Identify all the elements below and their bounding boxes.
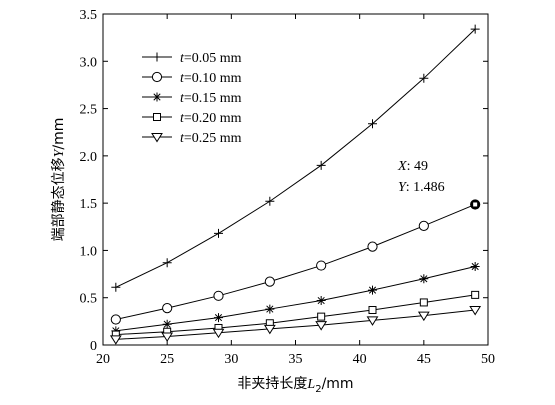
plus-marker <box>214 228 223 238</box>
star-marker <box>316 296 326 306</box>
x-tick-label: 35 <box>289 352 303 367</box>
triangle-marker <box>366 316 379 326</box>
plus-marker <box>265 196 275 206</box>
star-marker <box>162 319 172 329</box>
y-tick-label: 3.5 <box>80 8 98 23</box>
plus-marker <box>470 24 480 34</box>
x-axis-title: 非夹持长度L2/mm <box>237 376 353 395</box>
series-line <box>115 204 476 320</box>
y-axis-title: 端部静态位移Y/mm <box>51 118 67 242</box>
square-marker <box>419 298 428 307</box>
square-marker <box>471 290 480 299</box>
legend-entry: t=0.10 mm <box>142 71 242 86</box>
circle-marker <box>110 314 121 325</box>
series-layer <box>109 24 482 345</box>
plus-marker <box>111 282 121 292</box>
series-line <box>115 266 476 332</box>
triangle-marker <box>161 332 174 342</box>
star-marker <box>470 262 480 272</box>
legend-label: t=0.10 mm <box>180 71 242 86</box>
legend-entry: t=0.25 mm <box>142 131 242 146</box>
data-tip-marker-center <box>473 202 478 207</box>
legend-label: t=0.20 mm <box>180 111 242 126</box>
star-marker <box>152 92 162 102</box>
series-triangle <box>109 306 482 345</box>
y-tick-label: 1.0 <box>80 244 98 259</box>
circle-marker <box>151 71 163 83</box>
legend-label: t=0.15 mm <box>180 91 242 106</box>
data-tip-x: X: 49 <box>397 159 428 174</box>
legend-entry: t=0.05 mm <box>142 51 242 66</box>
series-star <box>111 262 480 336</box>
triangle-marker <box>315 321 328 331</box>
series-circle <box>110 199 481 325</box>
star-marker <box>265 304 275 314</box>
triangle-marker <box>109 335 122 345</box>
y-tick-label: 3.0 <box>80 55 98 70</box>
legend-entry: t=0.15 mm <box>142 91 242 106</box>
series-line <box>115 28 476 288</box>
y-tick-label: 2.5 <box>80 103 98 118</box>
x-tick-label: 40 <box>353 352 367 367</box>
star-marker <box>368 285 377 295</box>
series-line <box>115 294 476 336</box>
data-tip: X: 49 Y: 1.486 <box>397 159 445 195</box>
plus-marker <box>152 52 162 62</box>
x-tick-label: 25 <box>160 352 174 367</box>
y-tick-label: 0 <box>90 339 97 354</box>
triangle-marker <box>151 133 163 143</box>
plus-marker <box>419 73 429 83</box>
data-tip-y: Y: 1.486 <box>398 180 445 195</box>
circle-marker <box>367 241 378 252</box>
y-tick-label: 1.5 <box>80 197 98 212</box>
axes: 20 25 30 35 40 45 50 0 0.5 1.0 1.5 2.0 2.5 3.0 3.5 <box>80 8 496 367</box>
square-marker <box>368 306 377 315</box>
x-tick-label: 45 <box>417 352 431 367</box>
y-tick-label: 0.5 <box>80 292 98 307</box>
triangle-marker <box>417 311 430 322</box>
plus-marker <box>316 160 326 170</box>
legend-label: t=0.05 mm <box>180 51 242 66</box>
x-tick-label: 30 <box>224 352 238 367</box>
triangle-marker <box>263 324 276 335</box>
circle-marker <box>162 303 173 314</box>
circle-marker <box>213 290 224 301</box>
triangle-marker <box>469 306 482 316</box>
square-marker <box>317 312 326 321</box>
series-line <box>115 309 476 340</box>
plus-marker <box>368 119 377 129</box>
series-plus <box>111 24 480 292</box>
axis-labels: 非夹持长度L2/mm 端部静态位移Y/mm <box>51 118 354 395</box>
legend-entry: t=0.20 mm <box>142 111 242 126</box>
star-marker <box>214 313 223 323</box>
plus-marker <box>162 258 172 268</box>
y-tick-label: 2.0 <box>80 150 98 165</box>
circle-marker <box>418 220 429 231</box>
x-tick-label: 50 <box>481 352 495 367</box>
legend: t=0.05 mm t=0.10 mm t=0.15 mm t=0.20 mm t=0.… <box>142 51 242 146</box>
star-marker <box>419 274 429 284</box>
circle-marker <box>264 276 275 287</box>
square-marker <box>153 113 161 121</box>
legend-label: t=0.25 mm <box>180 131 242 146</box>
series-square <box>111 290 480 339</box>
x-tick-label: 20 <box>96 352 110 367</box>
circle-marker <box>316 260 327 271</box>
triangle-marker <box>212 328 225 339</box>
